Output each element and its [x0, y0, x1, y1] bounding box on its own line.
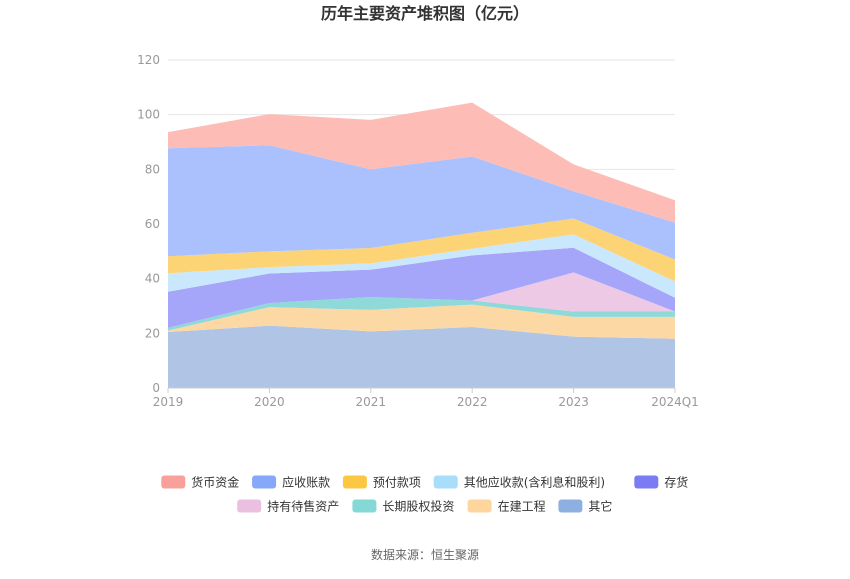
legend-label: 预付款项: [373, 476, 421, 490]
legend-label: 长期股权投资: [382, 499, 454, 514]
legend-item-长期股权投资[interactable]: 长期股权投资: [352, 499, 454, 514]
x-tick-label: 2020: [254, 395, 285, 409]
y-tick-label: 80: [145, 162, 160, 176]
y-tick-label: 100: [137, 108, 160, 122]
legend-label: 货币资金: [191, 475, 239, 490]
y-tick-label: 20: [145, 326, 160, 340]
y-tick-label: 120: [137, 53, 160, 67]
area-series-货币资金[interactable]: [168, 102, 675, 223]
data-source-note: 数据来源：恒生聚源: [371, 547, 479, 562]
legend-label: 存货: [664, 475, 688, 490]
legend-label: 持有待售资产: [267, 499, 339, 514]
area-series-在建工程[interactable]: [168, 304, 675, 339]
legend-swatch: [352, 499, 377, 513]
chart-title: 历年主要资产堆积图（亿元）: [321, 4, 529, 23]
x-tick-label: 2019: [153, 395, 184, 409]
area-series-预付款项[interactable]: [168, 218, 675, 282]
legend-swatch: [237, 499, 262, 513]
legend-swatch: [467, 499, 492, 513]
legend-item-持有待售资产[interactable]: 持有待售资产: [237, 499, 339, 514]
area-series-其它[interactable]: [168, 325, 675, 388]
area-series-长期股权投资[interactable]: [168, 296, 675, 331]
legend-swatch: [252, 475, 277, 489]
legend-item-预付款项[interactable]: 预付款项: [342, 475, 421, 490]
legend-item-货币资金[interactable]: 货币资金: [161, 475, 239, 490]
legend-item-其它[interactable]: 其它: [558, 499, 612, 514]
legend-swatch: [161, 475, 186, 489]
legend-label: 应收账款: [282, 475, 330, 490]
axes: 0 20 40 60 80 100 120 2019 2020 2021 2022 2023 2024Q…: [137, 53, 699, 409]
area-series-持有待售资产[interactable]: [168, 272, 675, 328]
legend-label: 在建工程: [498, 499, 546, 514]
legend-swatch: [558, 499, 583, 513]
legend-item-其他应收款(含利息和股利)[interactable]: 其他应收款(含利息和股利): [433, 475, 605, 490]
legend-item-在建工程[interactable]: 在建工程: [467, 499, 546, 514]
x-tick-label: 2021: [356, 395, 387, 409]
area-series-应收账款[interactable]: [168, 145, 675, 260]
legend-label: 其它: [588, 499, 612, 514]
y-tick-label: 60: [145, 217, 160, 231]
x-tick-label: 2024Q1: [651, 395, 699, 409]
area-series-存货[interactable]: [168, 247, 675, 328]
x-tick-label: 2023: [558, 395, 589, 409]
legend-item-存货[interactable]: 存货: [634, 475, 688, 490]
x-tick-label: 2022: [457, 395, 488, 409]
legend-item-应收账款[interactable]: 应收账款: [252, 475, 330, 490]
y-tick-label: 0: [152, 381, 160, 395]
legend-swatch: [634, 475, 659, 489]
y-tick-label: 40: [145, 272, 160, 286]
legend-label: 其他应收款(含利息和股利): [464, 475, 605, 490]
legend-swatch: [342, 475, 367, 489]
area-series: [168, 102, 675, 388]
legend-swatch: [433, 475, 458, 489]
